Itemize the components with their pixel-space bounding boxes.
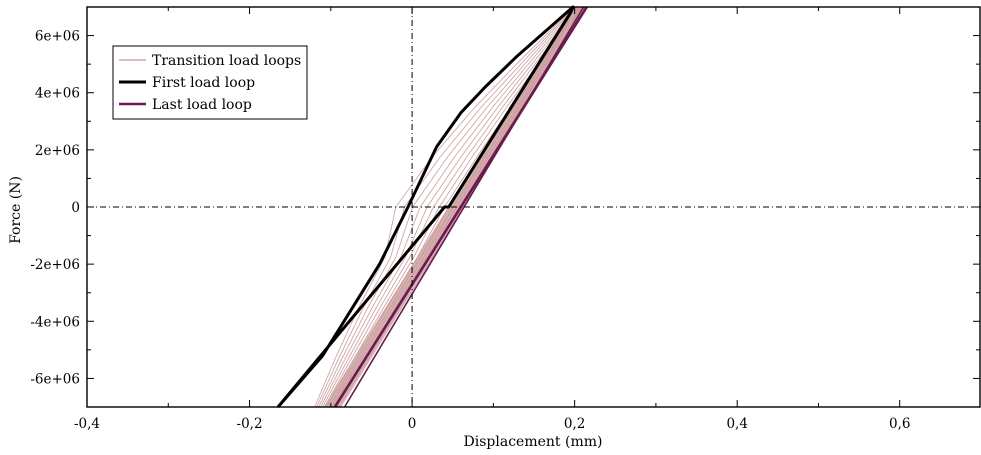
y-tick-label: -2e+06 <box>30 257 80 273</box>
transition-loop-line <box>332 6 584 408</box>
x-tick-label: 0 <box>408 416 417 432</box>
legend-label-transition: Transition load loops <box>152 53 301 69</box>
legend-label-first: First load loop <box>152 75 255 91</box>
legend: Transition load loops First load loop La… <box>112 45 308 120</box>
axis-ticks <box>86 6 980 408</box>
y-tick-label: 2e+06 <box>35 143 80 159</box>
y-axis-title: Force (N) <box>8 176 24 244</box>
x-tick-label: 0,4 <box>726 416 747 432</box>
reference-lines <box>87 7 981 407</box>
x-tick-labels: -0,4 -0,2 0 0,2 0,4 0,6 <box>74 416 910 432</box>
y-tick-label: 0 <box>71 200 80 216</box>
x-axis-title: Displacement (mm) <box>464 434 603 450</box>
transition-loop-line <box>320 6 578 408</box>
transition-loop-line <box>326 6 581 408</box>
y-tick-label: 6e+06 <box>35 29 80 45</box>
x-tick-label: 0,6 <box>889 416 910 432</box>
y-tick-label: -4e+06 <box>30 314 80 330</box>
transition-loop-line <box>322 6 579 408</box>
x-tick-label: -0,4 <box>74 416 100 432</box>
transition-loop-line <box>324 6 580 408</box>
y-tick-label: -6e+06 <box>30 371 80 387</box>
first-loop-line <box>276 5 575 408</box>
x-tick-label: -0,2 <box>237 416 263 432</box>
x-tick-label: 0,2 <box>564 416 585 432</box>
y-tick-label: 4e+06 <box>35 86 80 102</box>
legend-label-last: Last load loop <box>152 97 252 113</box>
transition-loop-line <box>328 6 582 408</box>
y-tick-labels: 6e+06 4e+06 2e+06 0 -2e+06 -4e+06 -6e+06 <box>30 29 80 388</box>
transition-loop-line <box>318 6 577 408</box>
